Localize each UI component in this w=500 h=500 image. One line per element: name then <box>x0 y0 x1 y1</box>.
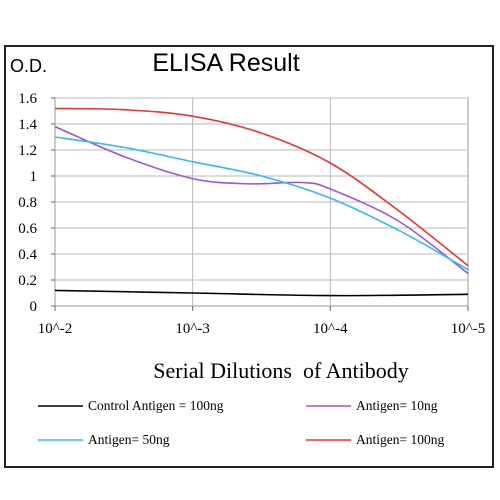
chart-frame: O.D. ELISA Result 0 0.2 0.4 0.6 0.8 1 1.2 1.4 1.… <box>4 45 494 468</box>
series-line-1 <box>54 125 469 275</box>
chart-title: ELISA Result <box>152 49 299 77</box>
series-lines <box>54 107 469 297</box>
series-line-3 <box>54 107 469 267</box>
x-tick-label: 10^-2 <box>38 321 73 337</box>
y-tick-label: 1.4 <box>18 117 37 133</box>
legend: Control Antigen = 100ng Antigen= 10ng Anti… <box>38 398 444 447</box>
y-axis-label: O.D. <box>10 56 47 76</box>
y-tick-label: 1 <box>30 169 38 185</box>
legend-label-0: Control Antigen = 100ng <box>88 398 224 413</box>
y-tick-label: 1.6 <box>18 91 37 107</box>
legend-label-2: Antigen= 50ng <box>88 432 170 447</box>
series-line-2 <box>54 136 469 271</box>
x-tick-labels: 10^-2 10^-3 10^-4 10^-5 <box>38 321 486 337</box>
y-tick-label: 0.2 <box>18 273 37 289</box>
x-tick-label: 10^-5 <box>451 321 486 337</box>
legend-label-3: Antigen= 100ng <box>356 432 444 447</box>
elisa-chart: O.D. ELISA Result 0 0.2 0.4 0.6 0.8 1 1.2 1.4 1.… <box>10 49 486 447</box>
x-axis-label: Serial Dilutions of Antibody <box>153 358 408 383</box>
y-tick-label: 0.6 <box>18 221 37 237</box>
series-line-0 <box>54 289 469 297</box>
legend-label-1: Antigen= 10ng <box>356 398 438 413</box>
x-tick-label: 10^-4 <box>313 321 348 337</box>
x-tick-label: 10^-3 <box>175 321 210 337</box>
y-tick-label: 0.4 <box>18 247 37 263</box>
y-tick-label: 0.8 <box>18 195 37 211</box>
grid <box>51 97 469 311</box>
y-tick-label: 1.2 <box>18 143 37 159</box>
y-tick-labels: 0 0.2 0.4 0.6 0.8 1 1.2 1.4 1.6 <box>18 91 37 315</box>
y-tick-label: 0 <box>30 299 38 315</box>
